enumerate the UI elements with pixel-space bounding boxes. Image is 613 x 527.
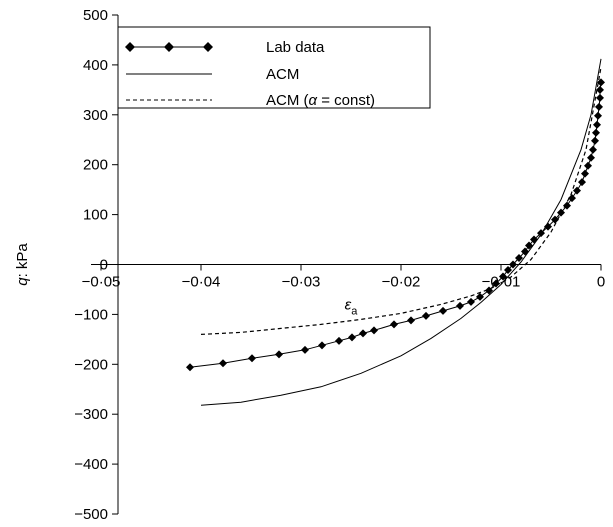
- x-tick-label: 0: [597, 274, 605, 291]
- data-point-lab-data: [456, 301, 464, 310]
- series-line-lab-data: [189, 82, 602, 368]
- y-tick-label: −300: [74, 406, 108, 423]
- legend-label-2: ACM (α = const): [266, 92, 375, 109]
- data-point-lab-data: [359, 329, 367, 338]
- x-tick-label: −0·02: [382, 274, 421, 291]
- data-point-lab-data: [544, 222, 552, 231]
- legend-label-tail: = const): [317, 92, 375, 109]
- data-point-lab-data: [596, 93, 604, 102]
- data-point-lab-data: [596, 85, 604, 94]
- data-point-lab-data: [509, 260, 517, 269]
- data-point-lab-data: [563, 201, 571, 210]
- data-point-lab-data: [390, 320, 398, 329]
- series-line-acm-alpha-const: [200, 67, 602, 335]
- data-point-lab-data: [593, 120, 601, 129]
- data-point-lab-data: [499, 272, 507, 281]
- y-tick-label: 300: [83, 107, 108, 124]
- data-point-lab-data: [439, 306, 447, 315]
- data-point-lab-data: [407, 316, 415, 325]
- y-tick-label: −100: [74, 306, 108, 323]
- x-axis-label-subscript: a: [351, 306, 358, 318]
- data-point-lab-data: [467, 297, 475, 306]
- y-axis-label: q: kPa: [14, 243, 31, 286]
- y-tick-label: −500: [74, 506, 108, 523]
- data-point-lab-data: [589, 145, 597, 154]
- y-tick-label: −200: [74, 356, 108, 373]
- data-point-lab-data: [551, 215, 559, 224]
- legend-label-text: ACM (: [266, 92, 309, 109]
- data-point-lab-data: [594, 111, 602, 120]
- data-point-lab-data: [597, 78, 605, 87]
- data-point-lab-data: [248, 354, 256, 363]
- x-tick-label: −0·03: [282, 274, 321, 291]
- legend-label-text: ACM: [266, 66, 299, 83]
- data-point-lab-data: [504, 265, 512, 274]
- data-point-lab-data: [591, 136, 599, 145]
- y-tick-label: 100: [83, 207, 108, 224]
- data-point-lab-data: [587, 153, 595, 162]
- data-point-lab-data: [578, 178, 586, 187]
- x-tick-label: −0·04: [182, 274, 221, 291]
- plot-area: [186, 58, 605, 406]
- x-tick-label: −0·05: [82, 274, 121, 291]
- y-tick-label: 500: [83, 7, 108, 24]
- legend-marker: [125, 42, 135, 52]
- y-axis-label-symbol: q: [14, 277, 31, 286]
- data-point-lab-data: [584, 161, 592, 170]
- y-tick-label: 400: [83, 57, 108, 74]
- legend-label-0: Lab data: [266, 39, 325, 56]
- data-point-lab-data: [318, 341, 326, 350]
- data-point-lab-data: [301, 345, 309, 354]
- data-point-lab-data: [515, 254, 523, 263]
- y-tick-label: 200: [83, 157, 108, 174]
- x-axis-label: εa: [345, 297, 359, 318]
- legend-marker: [164, 42, 174, 52]
- data-point-lab-data: [422, 311, 430, 320]
- legend-label-alpha: α: [309, 92, 318, 109]
- legend-label-text: Lab data: [266, 39, 325, 56]
- y-axis-label-unit: : kPa: [14, 243, 31, 278]
- data-point-lab-data: [335, 336, 343, 345]
- data-point-lab-data: [595, 102, 603, 111]
- data-point-lab-data: [581, 169, 589, 178]
- data-point-lab-data: [370, 326, 378, 335]
- data-point-lab-data: [573, 186, 581, 195]
- data-point-lab-data: [186, 363, 194, 372]
- data-point-lab-data: [219, 359, 227, 368]
- data-point-lab-data: [492, 279, 500, 288]
- x-axis-label-symbol: ε: [345, 297, 352, 314]
- legend-label-1: ACM: [266, 66, 299, 83]
- series-line-acm: [200, 58, 602, 406]
- legend: Lab data ACM ACM (α = const): [117, 26, 431, 109]
- legend-box: [117, 26, 431, 109]
- data-point-lab-data: [275, 350, 283, 359]
- data-point-lab-data: [476, 292, 484, 301]
- data-point-lab-data: [592, 128, 600, 137]
- axes: 500 400 300 200 100 0 −100 −200 −300 −400 −500 −0·0…: [14, 7, 605, 523]
- y-tick-label: −400: [74, 456, 108, 473]
- data-point-lab-data: [568, 194, 576, 203]
- data-point-lab-data: [348, 333, 356, 342]
- legend-marker: [203, 42, 213, 52]
